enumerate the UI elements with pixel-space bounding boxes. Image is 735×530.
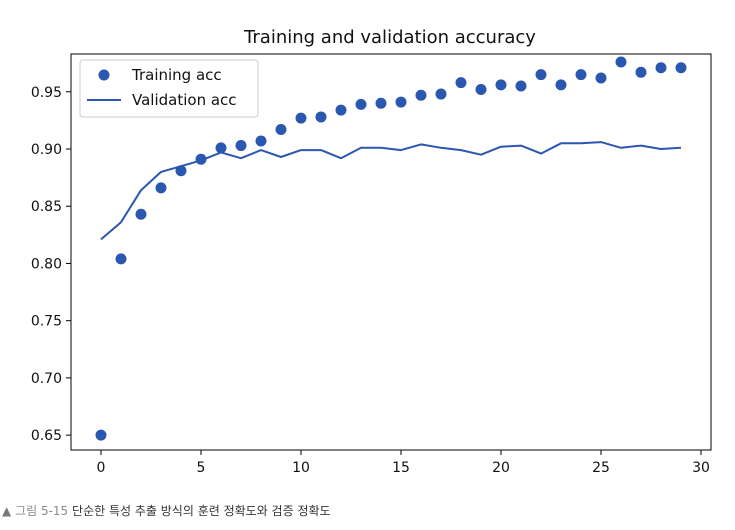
y-tick-label: 0.90 — [31, 142, 62, 158]
y-tick-label: 0.85 — [31, 199, 62, 215]
legend-validation-label: Validation acc — [132, 91, 237, 109]
training-acc-point — [595, 72, 607, 84]
training-acc-point — [535, 69, 547, 81]
caption-text: 단순한 특성 추출 방식의 훈련 정확도와 검증 정확도 — [72, 504, 331, 518]
training-acc-point — [215, 142, 227, 154]
training-acc-point — [235, 140, 247, 152]
chart: Training and validation accuracy 0 5 10 15 2… — [31, 27, 712, 476]
training-acc-point — [615, 56, 627, 68]
training-acc-point — [135, 208, 147, 220]
training-acc-point — [495, 79, 507, 91]
x-tick-label: 25 — [592, 460, 610, 476]
x-tick-label: 5 — [197, 460, 206, 476]
legend-box — [79, 59, 259, 118]
training-acc-point — [155, 182, 167, 194]
validation-series — [100, 141, 682, 241]
training-acc-point — [675, 62, 687, 74]
training-acc-point — [275, 124, 287, 136]
y-tick-label: 0.95 — [31, 85, 62, 101]
training-acc-point — [655, 62, 667, 74]
y-tick-label: 0.75 — [31, 314, 62, 330]
x-tick-label: 30 — [692, 460, 710, 476]
training-acc-point — [355, 98, 367, 110]
training-acc-point — [95, 429, 107, 441]
legend-training-label: Training acc — [131, 66, 222, 84]
caption-figure-number: 그림 5-15 — [15, 504, 69, 518]
training-acc-point — [515, 80, 527, 92]
x-tick-label: 15 — [392, 460, 410, 476]
training-acc-point — [375, 97, 387, 109]
training-acc-point — [195, 153, 207, 165]
figure-caption: ▲ 그림 5-15 단순한 특성 추출 방식의 훈련 정확도와 검증 정확도 — [2, 502, 331, 519]
x-tick-label: 0 — [97, 460, 106, 476]
legend: Training acc Validation acc — [79, 59, 259, 118]
training-series — [95, 56, 687, 441]
training-acc-point — [295, 112, 307, 124]
training-acc-point — [635, 66, 647, 78]
training-acc-point — [415, 89, 427, 101]
x-tick-label: 10 — [292, 460, 310, 476]
x-tick-label: 20 — [492, 460, 510, 476]
training-acc-point — [115, 253, 127, 265]
validation-acc-line — [100, 141, 682, 241]
chart-title: Training and validation accuracy — [243, 27, 536, 48]
y-tick-label: 0.70 — [31, 371, 62, 387]
training-acc-point — [315, 111, 327, 123]
legend-training-marker — [98, 69, 110, 81]
y-tick-label: 0.65 — [31, 428, 62, 444]
training-acc-point — [455, 77, 467, 89]
axes-ticks: 0 5 10 15 20 25 30 0.65 0.70 0.75 0.80 0.85 0.90 0.95 — [31, 85, 710, 476]
training-acc-point — [395, 96, 407, 108]
chart-svg: Training and validation accuracy 0 5 10 15 2… — [31, 27, 712, 476]
training-acc-point — [475, 83, 487, 95]
training-acc-point — [555, 79, 567, 91]
y-tick-label: 0.80 — [31, 256, 62, 272]
plot-area — [70, 53, 712, 451]
training-acc-point — [435, 88, 447, 100]
caption-triangle-icon: ▲ — [2, 504, 12, 518]
training-acc-point — [255, 135, 267, 147]
training-acc-point — [335, 104, 347, 116]
training-acc-point — [175, 165, 187, 177]
training-acc-point — [575, 69, 587, 81]
